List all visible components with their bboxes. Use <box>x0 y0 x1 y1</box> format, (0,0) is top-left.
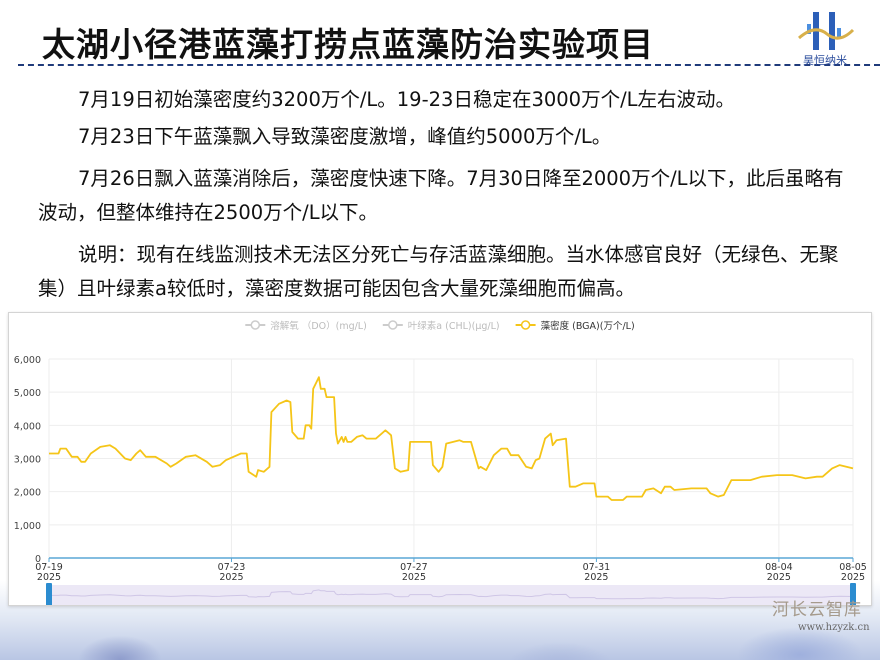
legend-label: 藻密度 (BGA)(万个/L) <box>541 320 635 332</box>
y-tick-label: 0 <box>35 554 41 565</box>
x-tick-label: 07-31 <box>583 562 611 573</box>
x-tick-label: 07-27 <box>400 562 428 573</box>
watermark-url: www.hzyzk.cn <box>798 622 870 633</box>
watermark-name: 河长云智库 <box>772 600 862 620</box>
page-title: 太湖小径港蓝藻打捞点蓝藻防治实验项目 <box>42 25 654 64</box>
watermark: 河长云智库 www.hzyzk.cn <box>0 600 880 646</box>
x-tick-label: 07-23 <box>218 562 246 573</box>
y-tick-label: 3,000 <box>14 455 41 466</box>
x-tick-year: 2025 <box>219 572 243 583</box>
y-tick-label: 2,000 <box>14 488 41 499</box>
y-tick-label: 4,000 <box>14 421 41 432</box>
x-tick-label: 07-19 <box>35 562 63 573</box>
logo-h-icon <box>798 12 855 50</box>
water-background-decoration <box>0 600 880 660</box>
y-tick-label: 6,000 <box>14 355 41 366</box>
x-tick-label: 08-05 <box>839 562 867 573</box>
legend-item[interactable]: 藻密度 (BGA)(万个/L) <box>515 320 635 332</box>
x-tick-year: 2025 <box>402 572 426 583</box>
legend-label: 溶解氧 （DO）(mg/L) <box>270 320 367 332</box>
chart-legend: 溶解氧 （DO）(mg/L) 叶绿素a (CHL)(μg/L) 藻密度 (BGA)(… <box>245 320 635 332</box>
legend-marker-icon <box>520 320 531 330</box>
legend-marker-icon <box>250 320 261 330</box>
y-tick-label: 5,000 <box>14 388 41 399</box>
legend-marker-icon <box>388 320 398 330</box>
x-tick-label: 08-04 <box>765 562 793 573</box>
x-tick-year: 2025 <box>584 572 608 583</box>
paragraph-3: 7月26日飘入蓝藻消除后，藻密度快速下降。7月30日降至2000万个/L以下，此… <box>38 167 844 224</box>
y-tick-label: 1,000 <box>14 521 41 532</box>
paragraph-1: 7月19日初始藻密度约3200万个/L。19-23日稳定在3000万个/L左右波… <box>78 88 736 111</box>
slide-content: 7月19日初始藻密度约3200万个/L。19-23日稳定在3000万个/L左右波… <box>0 88 880 646</box>
series-line-bga <box>49 376 854 501</box>
datazoom-right-handle[interactable] <box>850 583 856 605</box>
datazoom-preview-line <box>49 589 854 600</box>
paragraph-2: 7月23日下午蓝藻飘入导致藻密度激增，峰值约5000万个/L。 <box>78 125 612 148</box>
algae-density-chart: 溶解氧 （DO）(mg/L) 叶绿素a (CHL)(μg/L) 藻密度 (BGA)(… <box>8 312 872 606</box>
company-logo: 昊恒纳米 <box>793 8 857 68</box>
datazoom-left-handle[interactable] <box>46 583 52 605</box>
x-tick-year: 2025 <box>841 572 865 583</box>
legend-item[interactable]: 溶解氧 （DO）(mg/L) <box>245 320 367 332</box>
x-tick-year: 2025 <box>767 572 791 583</box>
paragraph-4: 说明：现有在线监测技术无法区分死亡与存活蓝藻细胞。当水体感官良好（无绿色、无聚集… <box>38 243 839 300</box>
legend-item[interactable]: 叶绿素a (CHL)(μg/L) <box>382 320 500 332</box>
title-divider <box>18 64 880 66</box>
chart-canvas: 溶解氧 （DO）(mg/L) 叶绿素a (CHL)(μg/L) 藻密度 (BGA)(… <box>14 320 867 605</box>
logo-text: 昊恒纳米 <box>803 54 847 67</box>
x-tick-year: 2025 <box>37 572 61 583</box>
legend-label: 叶绿素a (CHL)(μg/L) <box>408 320 500 332</box>
